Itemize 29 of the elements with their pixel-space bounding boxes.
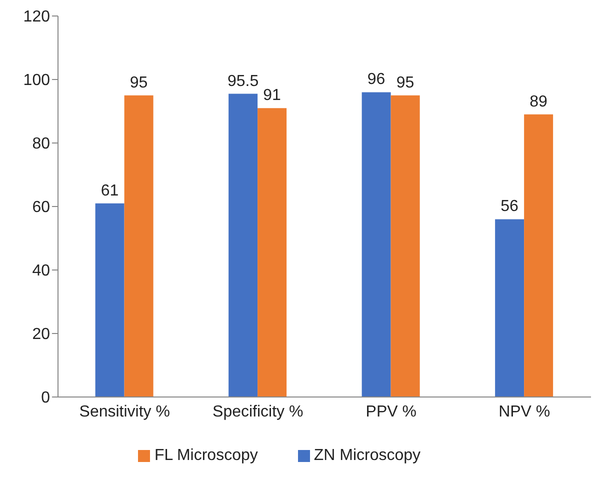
data-label: 61 xyxy=(100,182,119,200)
legend-label: FL Microscopy xyxy=(154,447,258,464)
data-label: 96 xyxy=(367,71,386,88)
x-tick-label: Sensitivity % xyxy=(79,403,170,420)
bar xyxy=(95,203,124,397)
y-tick-label: 40 xyxy=(32,262,50,280)
data-label: 89 xyxy=(530,93,548,110)
data-label: 91 xyxy=(263,87,282,104)
data-label: 95.5 xyxy=(227,72,259,90)
bar xyxy=(495,219,524,397)
data-label: 95 xyxy=(396,74,414,92)
bar xyxy=(362,92,391,397)
bar xyxy=(524,114,554,397)
x-tick-label: Specificity % xyxy=(212,403,304,420)
x-tick-label: PPV % xyxy=(366,403,416,420)
bar xyxy=(124,95,154,397)
y-tick-label: 80 xyxy=(32,136,50,153)
y-tick-label: 20 xyxy=(32,326,50,344)
bar xyxy=(258,108,287,397)
y-tick-label: 100 xyxy=(23,72,50,90)
x-tick-label: NPV % xyxy=(498,403,550,420)
data-label: 95 xyxy=(130,74,148,92)
data-label: 56 xyxy=(500,198,519,216)
legend-label: ZN Microscopy xyxy=(314,447,421,464)
y-tick-label: 120 xyxy=(23,8,50,26)
bar xyxy=(390,95,420,397)
y-tick-label: 0 xyxy=(41,390,50,407)
bar xyxy=(228,94,258,397)
y-tick-label: 60 xyxy=(32,199,50,216)
